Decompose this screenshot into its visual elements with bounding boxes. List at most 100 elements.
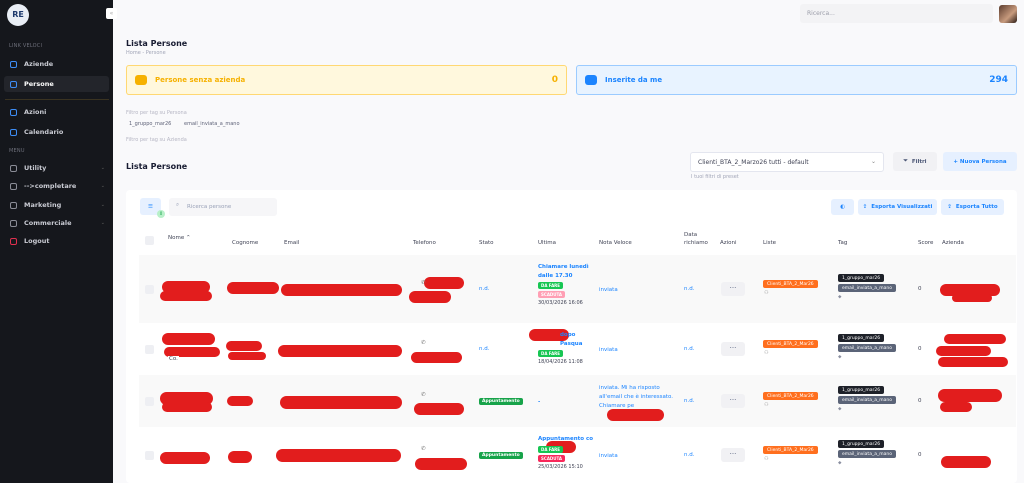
data-richiamo: n.d.: [684, 398, 695, 404]
actions-menu-button[interactable]: ···: [721, 282, 745, 296]
col-azioni: Azioni: [720, 240, 737, 246]
sidebar-item-persone[interactable]: Persone: [4, 76, 109, 92]
label: Utility: [24, 164, 47, 172]
col-score[interactable]: Score: [918, 240, 934, 246]
nota-veloce[interactable]: inviata: [599, 347, 618, 353]
section-menu: MENU: [9, 148, 25, 154]
phone-icon: ✆: [421, 340, 426, 346]
sidebar-item-utility[interactable]: Utility ⌄: [4, 160, 109, 176]
users-icon: ⚇: [764, 350, 769, 356]
nota-veloce[interactable]: inviata: [599, 453, 618, 459]
row-checkbox[interactable]: [145, 451, 154, 460]
stat-label: Persone senza azienda: [155, 76, 246, 84]
nota-veloce[interactable]: inviata: [599, 287, 618, 293]
ultima-text[interactable]: -: [538, 399, 541, 405]
sort-asc-icon: ⌃: [185, 235, 191, 241]
ultima-text[interactable]: dopo Pasqua: [560, 332, 583, 347]
col-data-richiamo[interactable]: Data richiamo: [684, 232, 708, 246]
sidebar-item-commerciale[interactable]: Commerciale ⌄: [4, 215, 109, 231]
sidebar-item-aziende[interactable]: Aziende: [4, 56, 109, 72]
list-badge: Clienti_BTA_2_Mar26: [763, 280, 818, 288]
badge-wrap: DA FARE: [538, 444, 594, 453]
ultima-text[interactable]: Chiamare lunedì dalle 17.30: [538, 264, 589, 279]
list-badge: Clienti_BTA_2_Mar26: [763, 392, 818, 400]
row-checkbox[interactable]: [145, 345, 154, 354]
sidebar-item-calendario[interactable]: Calendario: [4, 124, 109, 140]
ultima-text[interactable]: Appuntamento co: [538, 436, 594, 442]
col-ultima[interactable]: Ultima: [538, 240, 556, 246]
breadcrumb-home[interactable]: Home: [126, 50, 141, 56]
export-all-button[interactable]: ⇪ Esporta Tutto: [941, 199, 1004, 215]
redaction: [414, 403, 464, 415]
ultima-cell: dopo Pasqua DA FARE 18/04/2026 11:08: [538, 331, 594, 365]
preset-value: Clienti_BTA_2_Marzo26 tutti - default: [698, 159, 809, 166]
breadcrumb: Home - Persone: [126, 50, 166, 56]
user-avatar[interactable]: [999, 5, 1017, 23]
redaction: [160, 392, 213, 405]
col-azienda[interactable]: Azienda: [942, 240, 964, 246]
row-checkbox[interactable]: [145, 285, 154, 294]
phone-icon: ✆: [421, 280, 426, 286]
list-badge: Clienti_BTA_2_Mar26: [763, 446, 818, 454]
redaction: [280, 396, 402, 409]
actions-menu-button[interactable]: ···: [721, 394, 745, 408]
actions-icon: [10, 108, 17, 116]
export-visible-button[interactable]: ⇪ Esporta Visualizzati: [858, 199, 937, 215]
filters-button[interactable]: ⏷ Filtri: [893, 152, 937, 171]
new-person-button[interactable]: + Nuova Persona: [943, 152, 1017, 171]
sidebar-item-marketing[interactable]: Marketing ⌄: [4, 197, 109, 213]
stat-label: Inserite da me: [605, 76, 663, 84]
preset-select[interactable]: Clienti_BTA_2_Marzo26 tutti - default ⌄: [690, 152, 884, 172]
building-icon: [10, 60, 17, 68]
tag-badge: email_inviata_a_mano: [838, 396, 896, 404]
row-checkbox[interactable]: [145, 397, 154, 406]
grid-icon: [10, 182, 17, 190]
actions-menu-button[interactable]: ···: [721, 448, 745, 462]
redaction: [226, 341, 262, 351]
col-liste[interactable]: Liste: [763, 240, 776, 246]
redaction: [227, 396, 253, 406]
breadcrumb-current: Persone: [145, 50, 166, 56]
company-tag-filter-label: Filtro per tag su Azienda: [126, 137, 187, 143]
person-search-input[interactable]: ⌕ Ricerca persone: [169, 198, 277, 216]
label: Logout: [24, 237, 50, 245]
global-search-input[interactable]: Ricerca...: [800, 4, 993, 23]
label: Esporta Tutto: [955, 204, 998, 210]
section-quick-links: LINK VELOCI: [9, 43, 43, 49]
col-nome[interactable]: Nome ⌃: [168, 235, 191, 241]
calendar-icon: [10, 128, 17, 136]
actions-menu-button[interactable]: ···: [721, 342, 745, 356]
stat-inserite-da-me[interactable]: Inserite da me 294: [576, 65, 1017, 95]
col-telefono[interactable]: Telefono: [413, 240, 436, 246]
sidebar-collapse-button[interactable]: «: [106, 8, 117, 19]
redaction: [938, 389, 1002, 402]
tag-badge: email_inviata_a_mano: [838, 284, 896, 292]
redaction: [944, 334, 1006, 344]
redaction: [162, 281, 210, 293]
breadcrumb-sep: -: [142, 50, 145, 56]
name-fragment: Co.: [168, 356, 179, 362]
data-richiamo: n.d.: [684, 286, 695, 292]
status: n.d.: [479, 346, 490, 352]
nota-veloce[interactable]: inviata. Mi ha risposto all'email che è …: [599, 385, 673, 409]
ultima-cell: Appuntamento co DA FARE SCADUTA 25/03/2026 …: [538, 435, 594, 470]
select-all-checkbox[interactable]: [145, 236, 154, 245]
col-cognome[interactable]: Cognome: [232, 240, 259, 246]
col-nota[interactable]: Nota Veloce: [599, 240, 632, 246]
tag-filter-2[interactable]: email_inviata_a_mano: [184, 121, 240, 127]
view-toggle-button[interactable]: ☰: [140, 198, 161, 215]
tag-filter-1[interactable]: 1_gruppo_mar26: [129, 121, 172, 127]
badge-wrap: DA FARE: [538, 280, 594, 289]
col-stato[interactable]: Stato: [479, 240, 494, 246]
stat-persone-senza-azienda[interactable]: Persone senza azienda 0: [126, 65, 567, 95]
theme-toggle-button[interactable]: ◐: [831, 199, 854, 215]
badge-wrap: SCADUTA: [538, 453, 594, 462]
sidebar-item-completare[interactable]: -->completare ⌄: [4, 178, 109, 194]
col-email[interactable]: Email: [284, 240, 300, 246]
sidebar-item-logout[interactable]: Logout: [4, 233, 109, 249]
col-tag[interactable]: Tag: [838, 240, 848, 246]
contrast-icon: ◐: [840, 204, 845, 210]
sidebar-item-azioni[interactable]: Azioni: [4, 104, 109, 120]
logo[interactable]: RE: [7, 4, 29, 26]
tag-icon: ⬥: [838, 354, 842, 360]
